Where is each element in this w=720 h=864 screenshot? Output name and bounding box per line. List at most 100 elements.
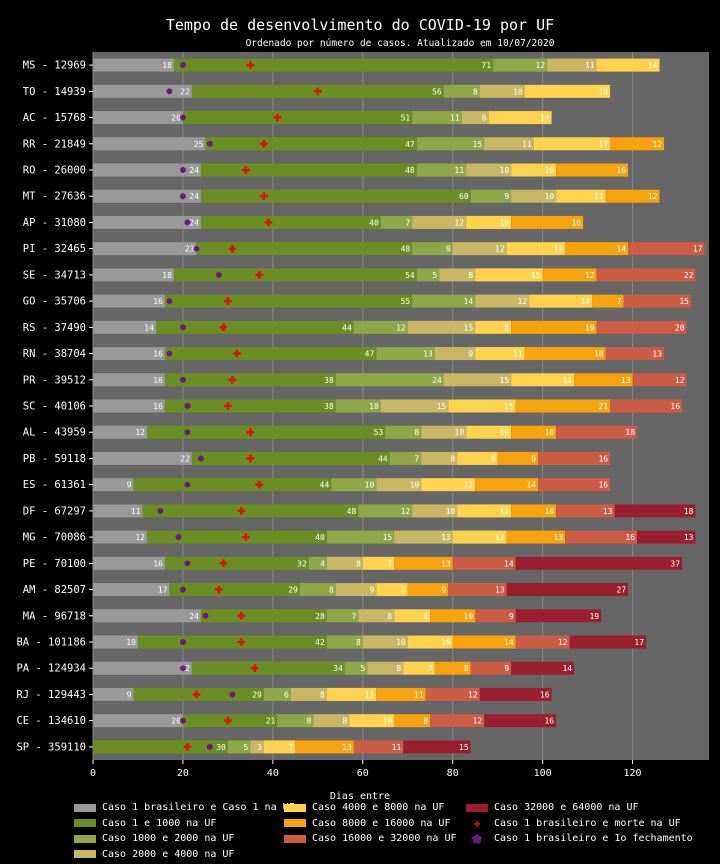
closure-marker bbox=[180, 193, 186, 200]
bar-value-label: 7 bbox=[401, 586, 406, 595]
bar-segment bbox=[416, 137, 485, 151]
bar-segment bbox=[596, 58, 660, 72]
bar-segment bbox=[407, 583, 449, 597]
bar-segment bbox=[93, 215, 201, 229]
death-marker bbox=[273, 113, 282, 122]
bar-segment bbox=[475, 268, 543, 282]
bar-value-label: 10 bbox=[513, 87, 523, 96]
bar-value-label: 9 bbox=[468, 350, 473, 359]
bar-segment bbox=[93, 583, 170, 597]
bar-segment bbox=[556, 425, 638, 439]
bar-segment bbox=[556, 504, 615, 518]
bar-segment bbox=[200, 163, 417, 177]
x-tick-label: 120 bbox=[624, 768, 642, 779]
y-tick-label: SE - 34713 bbox=[23, 269, 86, 281]
bar-value-label: 8 bbox=[396, 664, 401, 673]
bar-segment bbox=[506, 583, 629, 597]
bar-value-label: 10 bbox=[446, 507, 456, 516]
y-tick-label: RJ - 129443 bbox=[16, 689, 86, 701]
bar-value-label: 5 bbox=[360, 664, 365, 673]
closure-marker bbox=[175, 533, 182, 541]
closure-marker bbox=[166, 297, 173, 305]
bar-value-label: 18 bbox=[684, 507, 694, 516]
bar-value-label: 15 bbox=[437, 402, 447, 411]
bar-segment bbox=[421, 425, 467, 439]
bar-segment bbox=[515, 609, 602, 623]
bar-value-label: 15 bbox=[383, 533, 393, 542]
bar-value-label: 22 bbox=[180, 454, 190, 463]
bar-value-label: 12 bbox=[652, 140, 662, 149]
bar-value-label: 11 bbox=[414, 690, 424, 699]
bar-segment bbox=[511, 189, 557, 203]
bar-segment bbox=[205, 137, 417, 151]
bar-value-label: 14 bbox=[464, 297, 474, 306]
bar-segment bbox=[457, 504, 512, 518]
x-tick-label: 40 bbox=[267, 768, 279, 779]
bar-segment bbox=[335, 583, 377, 597]
bar-segment bbox=[479, 84, 525, 98]
legend-label: Caso 16000 e 32000 na UF bbox=[312, 833, 457, 845]
bar-segment bbox=[569, 635, 647, 649]
y-tick-label: GO - 35706 bbox=[23, 296, 86, 308]
bar-segment bbox=[610, 399, 683, 413]
bar-value-label: 6 bbox=[284, 690, 289, 699]
bar-value-label: 16 bbox=[625, 533, 635, 542]
bar-value-label: 11 bbox=[594, 192, 604, 201]
y-tick-label: PA - 124934 bbox=[16, 663, 86, 675]
legend-swatch bbox=[74, 850, 96, 859]
bar-segment bbox=[533, 137, 611, 151]
death-marker bbox=[215, 585, 223, 594]
closure-marker bbox=[184, 219, 191, 226]
x-tick-label: 0 bbox=[90, 768, 96, 779]
bar-segment bbox=[164, 373, 336, 387]
bar-value-label: 15 bbox=[500, 376, 510, 385]
bar-value-label: 10 bbox=[396, 638, 406, 647]
bar-value-label: 13 bbox=[423, 350, 433, 359]
bar-segment bbox=[475, 320, 512, 334]
bar-value-label: 8 bbox=[342, 717, 347, 726]
bar-value-label: 9 bbox=[369, 586, 374, 595]
bar-segment bbox=[416, 163, 467, 177]
bar-segment bbox=[511, 504, 557, 518]
legend-label: Caso 1 e 1000 na UF bbox=[102, 817, 217, 829]
bar-value-label: 12 bbox=[535, 61, 545, 70]
bar-value-label: 17 bbox=[158, 586, 168, 595]
bar-segment bbox=[565, 242, 629, 256]
death-marker bbox=[314, 87, 322, 96]
bar-segment bbox=[191, 451, 390, 465]
bar-segment bbox=[475, 478, 539, 492]
closure-marker bbox=[180, 114, 186, 121]
bar-segment bbox=[632, 373, 687, 387]
bar-value-label: 24 bbox=[189, 218, 199, 227]
bar-segment bbox=[524, 347, 606, 361]
bar-segment bbox=[263, 740, 296, 754]
death-marker bbox=[246, 454, 255, 463]
bar-value-label: 12 bbox=[135, 428, 145, 437]
bar-segment bbox=[93, 556, 165, 570]
bar-value-label: 10 bbox=[544, 166, 554, 175]
y-tick-label: RO - 26000 bbox=[23, 165, 86, 177]
bar-segment bbox=[93, 373, 165, 387]
bar-segment bbox=[461, 111, 489, 125]
bar-value-label: 16 bbox=[153, 297, 163, 306]
closure-marker bbox=[229, 691, 236, 698]
bar-segment bbox=[326, 687, 377, 701]
bar-value-label: 12 bbox=[455, 218, 465, 227]
bar-segment bbox=[457, 451, 498, 465]
bar-segment bbox=[93, 189, 201, 203]
bar-value-label: 16 bbox=[153, 350, 163, 359]
bar-value-label: 15 bbox=[504, 402, 514, 411]
bar-segment bbox=[146, 425, 386, 439]
bar-segment bbox=[277, 714, 314, 728]
bar-segment bbox=[605, 189, 660, 203]
bar-value-label: 14 bbox=[616, 245, 626, 254]
bar-value-label: 8 bbox=[356, 638, 361, 647]
bar-segment bbox=[93, 740, 228, 754]
bar-segment bbox=[380, 215, 413, 229]
bar-segment bbox=[353, 320, 408, 334]
bar-value-label: 30 bbox=[216, 743, 226, 752]
bar-value-label: 7 bbox=[289, 743, 294, 752]
death-marker-icon: ✚ bbox=[473, 816, 481, 831]
bar-segment bbox=[529, 294, 593, 308]
